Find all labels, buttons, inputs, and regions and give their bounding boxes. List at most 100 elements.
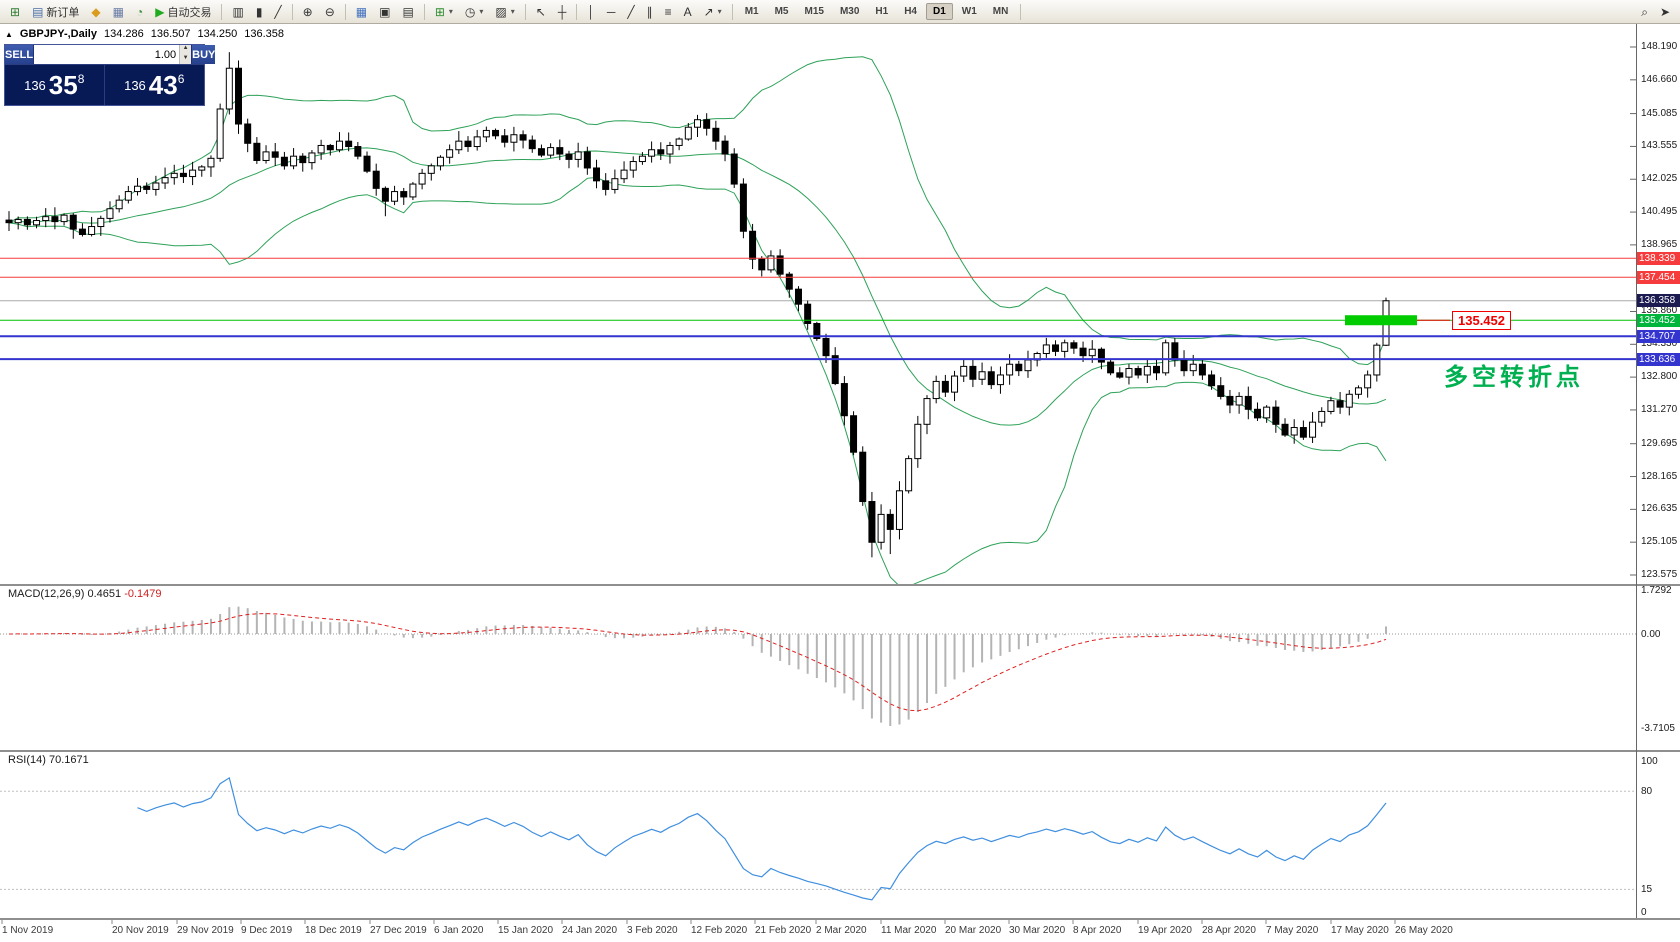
candle-body [262,151,270,161]
new-chart-button[interactable]: ⊞ [5,3,25,21]
trendline-button[interactable]: ╱ [622,3,639,21]
rsi-line [137,776,1387,901]
candlestick-chart-icon: ▮ [255,4,263,19]
timeframe-m15[interactable]: M15 [804,6,824,17]
timeframe-h4[interactable]: H4 [904,6,917,17]
candle-body [932,380,940,400]
date-label: 21 Feb 2020 [755,925,812,936]
chart-shift-button[interactable]: ▤ [397,3,418,21]
lot-size-input[interactable] [34,45,180,64]
candle-body [1345,393,1353,408]
timeframe-h1[interactable]: H1 [875,6,889,17]
candle-body [1281,423,1289,436]
templates-button[interactable]: ▨ ▾ [490,3,519,21]
timeframe-w1[interactable]: W1 [961,6,977,17]
pointer-select-button[interactable]: ➤ [1655,3,1675,21]
new-order-button[interactable]: ▤ 新订单 [27,1,84,23]
zoom-out-button[interactable]: ⊖ [320,3,340,21]
chart-canvas[interactable] [0,24,1636,942]
annotation-text[interactable]: 多空转折点 [1444,364,1584,391]
sell-button[interactable]: SELL [5,45,34,64]
timeframe-m5[interactable]: M5 [774,6,789,17]
autotrading-icon: ▶ [155,4,165,19]
indicators-button[interactable]: ⊞ ▾ [430,3,458,21]
collapse-panel-icon[interactable]: ▲ [5,29,13,39]
price-axis-label: 123.575 [1641,568,1678,580]
candle-body [170,172,178,179]
date-label: 19 Apr 2020 [1138,925,1192,936]
candle-body [996,374,1004,386]
candle-body [877,513,885,543]
candle-body [666,144,674,155]
auto-scroll-icon: ▣ [379,4,391,19]
support-zone-rect[interactable] [1345,315,1417,326]
candle-body [648,149,656,157]
tile-windows-button[interactable]: ▦ [351,3,372,21]
metaeditor-button[interactable]: ◆ [86,3,105,21]
candle-body [730,153,738,185]
ohlc-open: 134.286 [103,28,144,40]
candle-body [1079,347,1087,357]
panel-separator[interactable] [0,750,1680,752]
buy-price[interactable]: 136 43 6 [124,70,185,100]
equidistant-channel-button[interactable]: ∥ [642,3,658,21]
candle-body [638,155,646,163]
price-level-label[interactable]: 135.452 [1452,311,1511,330]
lot-size-field: ▲ ▼ [33,45,193,64]
horizontal-line-button[interactable]: ─ [602,3,621,21]
lot-down-icon[interactable]: ▼ [182,54,189,61]
macd-axis-label: 1.7292 [1641,585,1672,596]
candle-body [675,138,683,146]
rsi-label: RSI(14) 70.1671 [8,754,89,766]
timeframe-m1[interactable]: M1 [744,6,759,17]
fibonacci-retracement-icon: ≡ [664,4,672,19]
bar-chart-button[interactable]: ▥ [227,3,248,21]
market-watch-button[interactable]: ▦ [108,3,129,21]
autotrading-button[interactable]: ▶ 自动交易 [150,1,216,23]
candle-body [418,172,426,185]
date-label: 26 May 2020 [1395,925,1453,936]
auto-scroll-button[interactable]: ▣ [374,3,395,21]
text-label-icon: A [683,4,692,19]
templates-icon: ▨ [495,4,507,19]
cursor-button[interactable]: ↖ [531,3,551,21]
crosshair-button[interactable]: ┼ [553,3,572,21]
arrows-button[interactable]: ↗ ▾ [699,3,727,21]
history-center-icon: ◔ [135,4,144,19]
history-center-button[interactable]: ◔ [131,3,148,21]
price-axis-label: 148.190 [1641,41,1678,52]
lot-up-icon[interactable]: ▲ [182,45,189,51]
candle-body [381,187,389,202]
price-axis-border[interactable] [1636,24,1637,918]
timeframe-d1[interactable]: D1 [926,3,953,20]
candle-body [905,458,913,492]
date-label: 15 Jan 2020 [498,925,554,936]
zoom-in-button[interactable]: ⊕ [298,3,318,21]
candle-body [115,199,123,210]
sell-price[interactable]: 136 35 8 [5,65,105,105]
date-label: 30 Mar 2020 [1009,925,1066,936]
candle-body [1162,342,1170,374]
candle-body [143,185,151,190]
periods-icon: ◷ [464,4,476,19]
fibonacci-retracement-button[interactable]: ≡ [660,3,677,21]
chevron-down-icon: ▾ [479,7,484,16]
timeframe-m30[interactable]: M30 [839,6,860,17]
panel-separator[interactable] [0,584,1680,586]
line-chart-button[interactable]: ╱ [269,3,286,21]
vertical-line-button[interactable]: │ [582,3,600,21]
vertical-line-icon: │ [587,4,595,19]
buy-button[interactable]: BUY [192,45,216,64]
candle-body [565,153,573,160]
periods-button[interactable]: ◷ ▾ [460,3,489,21]
timeframe-mn[interactable]: MN [992,6,1009,17]
candlestick-chart-button[interactable]: ▮ [251,3,268,21]
candle-body [290,155,298,167]
candle-body [923,398,931,425]
panel-separator[interactable] [0,918,1680,920]
search-button[interactable]: ⌕ [1636,3,1653,21]
text-label-button[interactable]: A [679,3,697,21]
chevron-down-icon: ▾ [448,7,453,16]
candle-body [1189,363,1197,372]
candle-body [326,144,334,151]
